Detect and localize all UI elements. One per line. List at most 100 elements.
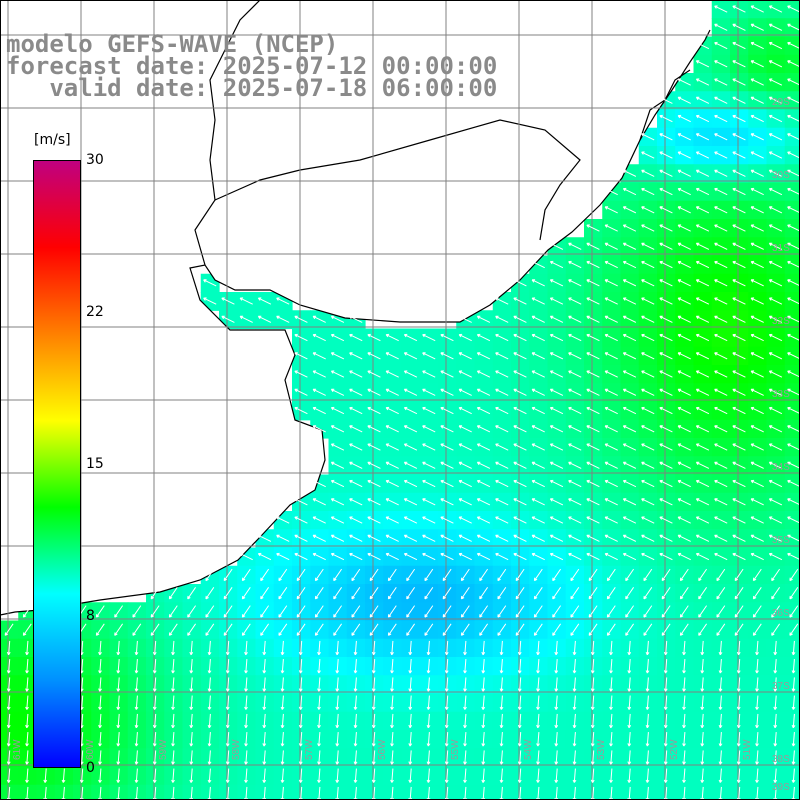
- wind-arrow: [513, 279, 527, 287]
- wind-arrow: [422, 461, 436, 469]
- colorbar-tick-30: 30: [86, 152, 104, 168]
- wind-arrow: [714, 315, 728, 323]
- wind-arrow: [604, 187, 618, 196]
- wind-arrow: [187, 623, 197, 636]
- wind-arrow: [677, 406, 691, 415]
- wind-arrow: [531, 388, 545, 396]
- wind-arrow: [641, 370, 655, 378]
- wind-arrow: [659, 133, 673, 141]
- wind-cell: [784, 219, 800, 238]
- wind-arrow: [499, 750, 504, 765]
- river-boundary: [194, 0, 261, 266]
- wind-arrow: [552, 587, 562, 600]
- wind-arrow: [604, 443, 618, 451]
- wind-arrow: [330, 333, 345, 342]
- wind-arrow: [787, 516, 800, 524]
- wind-arrow: [225, 768, 230, 783]
- wind-arrow: [641, 498, 655, 506]
- wind-arrow: [463, 750, 467, 765]
- wind-arrow: [677, 498, 691, 506]
- wind-arrow: [645, 695, 650, 710]
- wind-arrow: [622, 516, 637, 524]
- wind-arrow: [736, 768, 741, 783]
- wind-arrow: [367, 498, 381, 506]
- wind-arrow: [207, 677, 212, 692]
- wind-arrow: [570, 587, 580, 600]
- wind-arrow: [641, 187, 655, 196]
- colorbar-gradient: [34, 161, 80, 767]
- wind-arrow: [367, 406, 381, 415]
- wind-arrow: [568, 260, 582, 269]
- wind-arrow: [531, 370, 545, 378]
- wind-arrow: [189, 732, 194, 747]
- wind-arrow: [276, 315, 290, 323]
- wind-arrow: [187, 587, 197, 600]
- wind-arrow: [330, 461, 345, 469]
- wind-arrow: [205, 605, 215, 618]
- wind-arrow: [716, 568, 726, 582]
- wind-arrow: [476, 406, 491, 415]
- wind-arrow: [732, 388, 746, 396]
- wind-arrow: [531, 260, 545, 269]
- wind-arrow: [791, 750, 796, 765]
- wind-arrow: [333, 623, 343, 636]
- wind-arrow: [549, 242, 564, 250]
- wind-arrow: [239, 552, 253, 561]
- wind-cell: [784, 438, 800, 457]
- wind-arrow: [700, 677, 705, 692]
- wind-arrow: [641, 479, 655, 488]
- wind-arrow: [732, 23, 746, 31]
- wind-arrow: [463, 640, 467, 656]
- wind-arrow: [385, 552, 399, 561]
- wind-arrow: [714, 242, 728, 250]
- lon-label: 55W: [450, 739, 461, 760]
- wind-arrow: [134, 713, 139, 729]
- wind-arrow: [458, 498, 472, 506]
- wind-arrow: [330, 388, 345, 396]
- wind-cell: [784, 127, 800, 147]
- wind-arrow: [677, 552, 691, 561]
- wind-arrow: [773, 695, 778, 710]
- wind-arrow: [552, 605, 562, 618]
- wind-arrow: [627, 695, 632, 710]
- wind-arrow: [330, 406, 345, 415]
- wind-arrow: [444, 677, 449, 692]
- wind-arrow: [659, 187, 673, 196]
- wind-arrow: [517, 768, 522, 783]
- wind-arrow: [695, 60, 710, 68]
- wind-arrow: [750, 461, 764, 469]
- wind-arrow: [390, 750, 394, 765]
- wind-arrow: [422, 516, 436, 524]
- wind-arrow: [134, 732, 139, 747]
- wind-arrow: [497, 568, 507, 582]
- wind-arrow: [296, 623, 306, 636]
- wind-arrow: [695, 187, 710, 196]
- wind-arrow: [554, 732, 559, 747]
- wind-arrow: [695, 443, 710, 451]
- wind-arrow: [787, 5, 800, 13]
- wind-arrow: [531, 461, 545, 469]
- wind-arrow: [750, 242, 764, 250]
- wind-arrow: [403, 388, 418, 396]
- wind-arrow: [6, 677, 11, 692]
- wind-arrow: [390, 677, 394, 692]
- wind-arrow: [353, 768, 358, 783]
- wind-arrow: [294, 370, 308, 378]
- wind-arrow: [755, 677, 759, 692]
- wind-arrow: [22, 623, 32, 636]
- wind-cell: [784, 365, 800, 384]
- wind-arrow: [750, 425, 764, 433]
- wind-arrow: [225, 659, 230, 674]
- wind-arrow: [353, 713, 358, 729]
- wind-arrow: [750, 479, 764, 488]
- wind-cell: [784, 620, 800, 640]
- wind-arrow: [385, 479, 399, 488]
- wind-arrow: [768, 406, 783, 415]
- wind-arrow: [262, 750, 267, 765]
- wind-arrow: [335, 659, 340, 674]
- wind-arrow: [349, 425, 363, 433]
- wind-arrow: [695, 169, 710, 177]
- wind-arrow: [515, 605, 525, 618]
- wind-arrow: [714, 443, 728, 451]
- wind-arrow: [262, 732, 267, 747]
